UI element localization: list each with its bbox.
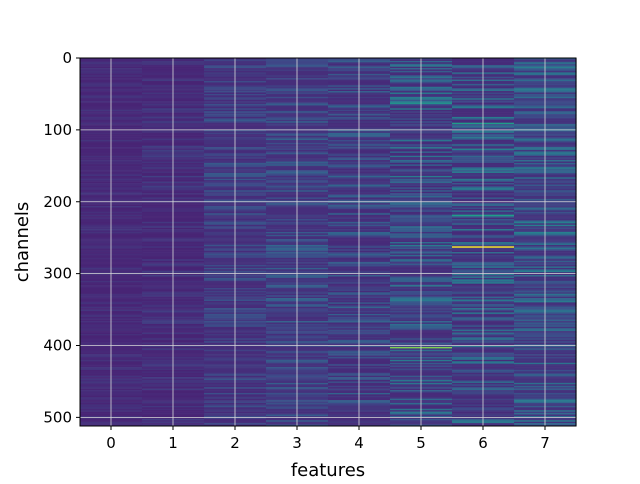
x-tick-label: 6 (478, 434, 488, 452)
y-tick-label: 300 (43, 265, 72, 283)
y-tick-label: 200 (43, 193, 72, 211)
y-tick-label: 0 (62, 49, 72, 67)
y-tick-label: 500 (43, 408, 72, 426)
y-tick-label: 400 (43, 337, 72, 355)
x-axis-label: features (291, 460, 365, 480)
x-tick-label: 3 (292, 434, 302, 452)
x-tick-label: 4 (354, 434, 364, 452)
x-tick-label: 1 (168, 434, 178, 452)
x-tick-label: 7 (540, 434, 550, 452)
y-axis-ticks: 0 100 200 300 400 500 (43, 49, 80, 426)
grid-lines (80, 57, 576, 426)
y-tick-label: 100 (43, 121, 72, 139)
y-axis-label: channels (12, 202, 33, 283)
heatmap-cells (80, 58, 577, 427)
x-tick-label: 5 (416, 434, 426, 452)
plot-frame (79, 57, 577, 427)
x-axis-ticks: 0 1 2 3 4 5 6 7 (106, 426, 550, 452)
x-tick-label: 2 (230, 434, 240, 452)
x-tick-label: 0 (106, 434, 116, 452)
